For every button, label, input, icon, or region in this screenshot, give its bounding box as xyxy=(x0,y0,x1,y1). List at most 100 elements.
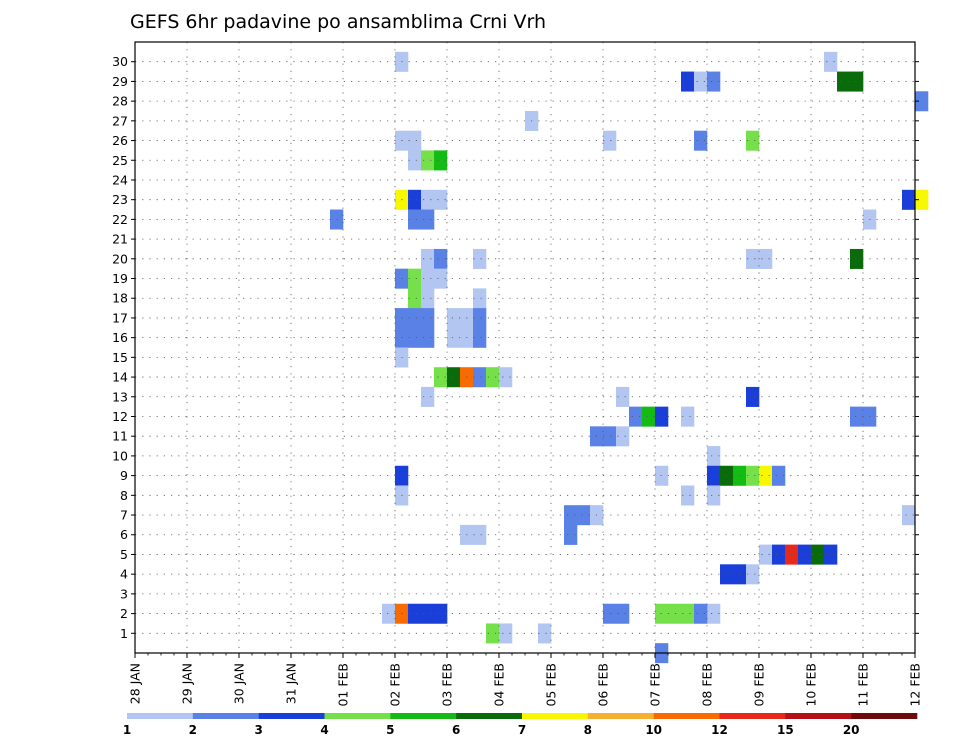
precip-cell xyxy=(486,623,500,644)
precip-cell xyxy=(707,71,721,92)
precip-cell xyxy=(603,603,617,624)
precip-cell xyxy=(707,603,721,624)
x-tick-label: 03 FEB xyxy=(440,663,455,707)
precip-cell xyxy=(720,465,734,486)
y-tick-label: 21 xyxy=(112,232,128,247)
precip-cell xyxy=(733,465,747,486)
y-tick-label: 27 xyxy=(112,113,128,128)
precip-cell xyxy=(915,91,929,112)
precip-cell xyxy=(902,189,916,210)
x-tick-label: 04 FEB xyxy=(492,663,507,707)
precip-cell xyxy=(616,386,630,407)
colorbar-label: 20 xyxy=(843,723,860,737)
precip-cell xyxy=(447,327,461,348)
precip-cell xyxy=(486,367,500,388)
precip-cell xyxy=(408,327,422,348)
precip-cell xyxy=(642,406,656,427)
y-tick-label: 18 xyxy=(112,291,128,306)
y-tick-label: 24 xyxy=(112,172,128,187)
precip-cell xyxy=(681,485,695,506)
precip-cell xyxy=(824,544,838,565)
precip-cell xyxy=(473,524,487,545)
y-tick-label: 17 xyxy=(112,310,128,325)
precip-cell xyxy=(473,288,487,309)
precip-cell xyxy=(473,308,487,329)
precip-cell xyxy=(707,465,721,486)
precip-cell xyxy=(499,623,513,644)
precip-cell xyxy=(915,189,929,210)
precip-cell xyxy=(408,308,422,329)
precip-cell xyxy=(408,150,422,171)
precip-cell xyxy=(434,603,448,624)
precip-cell xyxy=(421,308,435,329)
precip-cell xyxy=(382,603,396,624)
x-tick-label: 28 JAN xyxy=(128,663,143,704)
precip-cell xyxy=(603,130,617,151)
precip-cell xyxy=(850,406,864,427)
precip-cell xyxy=(421,248,435,269)
precip-cell xyxy=(434,268,448,289)
colorbar-segment xyxy=(324,713,391,719)
y-tick-label: 12 xyxy=(112,409,128,424)
colorbar-label: 1 xyxy=(123,723,131,737)
precip-cell xyxy=(746,386,760,407)
precip-cell xyxy=(811,544,825,565)
precip-cell xyxy=(421,288,435,309)
y-tick-label: 4 xyxy=(120,567,128,582)
colorbar-label: 7 xyxy=(518,723,526,737)
x-tick-label: 11 FEB xyxy=(856,663,871,707)
precip-cell xyxy=(746,564,760,585)
precip-cell xyxy=(707,446,721,467)
y-tick-label: 22 xyxy=(112,212,128,227)
x-tick-label: 07 FEB xyxy=(648,663,663,707)
x-tick-label: 12 FEB xyxy=(908,663,923,707)
precip-cell xyxy=(421,268,435,289)
precip-cell xyxy=(759,544,773,565)
y-tick-label: 5 xyxy=(120,547,128,562)
y-tick-label: 16 xyxy=(112,330,128,345)
precip-cell xyxy=(408,130,422,151)
precip-cell xyxy=(759,248,773,269)
precip-cell xyxy=(447,367,461,388)
colorbar-label: 5 xyxy=(386,723,394,737)
colorbar-segment xyxy=(456,713,523,719)
x-tick-label: 30 JAN xyxy=(232,663,247,704)
precip-cell xyxy=(772,465,786,486)
y-tick-label: 19 xyxy=(112,271,128,286)
precip-cell xyxy=(408,189,422,210)
precip-cell xyxy=(681,406,695,427)
precip-cell xyxy=(746,130,760,151)
colorbar-label: 12 xyxy=(711,723,728,737)
precip-cell xyxy=(772,544,786,565)
y-tick-label: 13 xyxy=(112,389,128,404)
colorbar-segment xyxy=(390,713,457,719)
x-tick-label: 10 FEB xyxy=(804,663,819,707)
precip-cell xyxy=(408,209,422,230)
precip-cell xyxy=(408,268,422,289)
colorbar-label: 3 xyxy=(254,723,262,737)
y-tick-label: 23 xyxy=(112,192,128,207)
y-tick-label: 14 xyxy=(112,370,128,385)
colorbar-label: 4 xyxy=(320,723,328,737)
precip-cell xyxy=(720,564,734,585)
y-tick-label: 10 xyxy=(112,448,128,463)
colorbar-segment xyxy=(719,713,786,719)
colorbar-segment xyxy=(522,713,589,719)
precip-cell xyxy=(629,406,643,427)
precip-cell xyxy=(408,603,422,624)
y-tick-label: 30 xyxy=(112,54,128,69)
y-tick-label: 15 xyxy=(112,350,128,365)
precip-cell xyxy=(421,603,435,624)
precip-cell xyxy=(577,505,591,526)
x-tick-label: 31 JAN xyxy=(284,663,299,704)
y-tick-label: 26 xyxy=(112,133,128,148)
colorbar-segment xyxy=(587,713,654,719)
precip-cell xyxy=(746,248,760,269)
precip-cell xyxy=(421,209,435,230)
chart-title: GEFS 6hr padavine po ansamblima Crni Vrh xyxy=(130,11,546,33)
precip-cell xyxy=(681,603,695,624)
x-tick-label: 29 JAN xyxy=(180,663,195,704)
precip-cell xyxy=(824,51,838,72)
precip-cell xyxy=(850,71,864,92)
